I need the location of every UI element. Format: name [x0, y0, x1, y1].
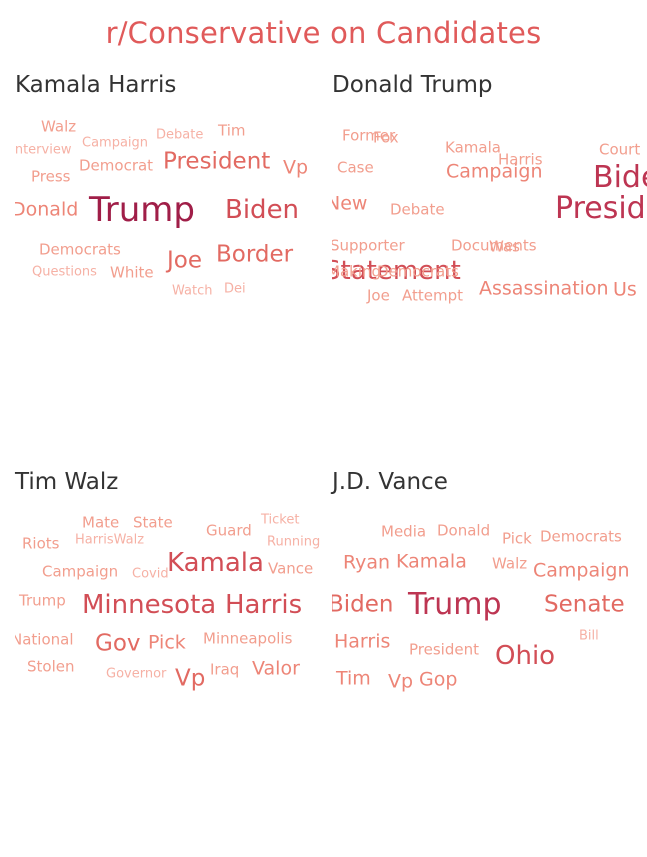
word-vance: Vance	[268, 559, 314, 578]
word-vp: Vp	[175, 665, 206, 692]
word-kamala: Kamala	[167, 548, 264, 578]
word-assassination: Assassination	[479, 277, 609, 300]
word-democrat: Democrat	[79, 156, 154, 175]
word-debate: Debate	[390, 200, 445, 219]
word-making: Making	[332, 262, 382, 281]
word-documents: Documents	[451, 236, 537, 255]
word-bill: Bill	[579, 628, 599, 644]
word-harriswalz: HarrisWalz	[75, 532, 145, 548]
word-trump: Trump	[408, 587, 502, 622]
panel-jd-vance: J.D. Vance Media Donald Pick Democrats Ryan K…	[332, 469, 647, 749]
word-tim: Tim	[218, 121, 246, 140]
panel-title: Tim Walz	[15, 469, 119, 495]
word-kamala: Kamala	[445, 138, 501, 157]
word-governor: Governor	[106, 666, 167, 682]
word-covid: Covid	[132, 566, 169, 582]
word-donald: Donald	[15, 198, 79, 221]
word-walz: Walz	[492, 554, 528, 573]
word-tim: Tim	[336, 667, 371, 690]
word-minneapolis: Minneapolis	[203, 629, 293, 648]
word-vp: Vp	[388, 670, 414, 693]
word-harris: Harris	[498, 150, 543, 169]
word-border: Border	[216, 241, 294, 268]
word-kamala: Kamala	[396, 550, 467, 573]
word-biden: Biden	[225, 195, 300, 225]
word-valor: Valor	[252, 657, 300, 680]
word-mate: Mate	[82, 513, 120, 532]
word-former: Former	[342, 126, 396, 145]
word-pick: Pick	[502, 529, 532, 548]
word-iraq: Iraq	[210, 660, 240, 679]
word-harris: Harris	[334, 630, 391, 653]
word-ryan: Ryan	[343, 551, 391, 574]
word-fox: Fox	[373, 128, 399, 147]
word-joe: Joe	[167, 247, 203, 274]
word-state: State	[133, 513, 173, 532]
word-court: Court	[599, 140, 641, 159]
word-campaign: Campaign	[82, 135, 149, 151]
word-democrats: Democrats	[39, 240, 121, 259]
panel-donald-trump: Donald Trump Former Fox Kamala Court Case Cam…	[332, 72, 647, 352]
panel-kamala-harris: Kamala Harris Walz Campaign Debate Tim Inter…	[15, 72, 333, 352]
word-cloud: Media Donald Pick Democrats Ryan Kamala Walz Ca…	[332, 507, 647, 747]
word-trump: Trump	[19, 591, 66, 610]
word-debate: Debate	[156, 127, 204, 143]
word-minnesota: Minnesota	[82, 590, 217, 620]
word-campaign: Campaign	[533, 559, 630, 582]
panel-title: Donald Trump	[332, 72, 493, 98]
word-attempt: Attempt	[402, 286, 464, 305]
word-national: National	[15, 630, 74, 649]
word-ohio: Ohio	[495, 641, 556, 671]
word-dei: Dei	[224, 281, 246, 297]
word-president: President	[163, 148, 271, 175]
word-questions: Questions	[32, 264, 97, 280]
word-cloud: Walz Campaign Debate Tim Interview Democrat Pr…	[15, 110, 333, 350]
word-media: Media	[381, 522, 427, 541]
word-biden: Biden	[332, 591, 394, 618]
word-riots: Riots	[22, 534, 60, 553]
word-donald: Donald	[437, 521, 491, 540]
word-president: President	[555, 191, 647, 226]
word-interview: Interview	[15, 142, 72, 158]
word-white: White	[110, 263, 154, 282]
word-trump: Trump	[89, 190, 196, 230]
panel-title: J.D. Vance	[332, 469, 448, 495]
word-vp: Vp	[283, 156, 309, 179]
word-pick: Pick	[148, 631, 186, 654]
word-senate: Senate	[544, 591, 625, 618]
word-was: Was	[489, 237, 520, 256]
word-running: Running	[267, 534, 321, 550]
word-gov: Gov	[95, 630, 141, 657]
word-watch: Watch	[172, 283, 213, 299]
dashboard-title: r/Conservative on Candidates	[105, 16, 542, 50]
word-democrats: Democrats	[377, 262, 459, 281]
word-case: Case	[337, 158, 374, 177]
word-democrats: Democrats	[540, 527, 622, 546]
word-campaign: Campaign	[42, 562, 119, 581]
word-ticket: Ticket	[261, 512, 300, 528]
word-cloud: Mate State Guard Ticket Riots HarrisWalz Runni…	[15, 507, 333, 747]
word-cloud: Former Fox Kamala Court Case Campaign Harris Bi…	[332, 110, 647, 350]
word-new: New	[332, 192, 368, 215]
word-press: Press	[31, 167, 71, 186]
word-statement: Statement	[332, 256, 461, 286]
panel-title: Kamala Harris	[15, 72, 177, 98]
word-stolen: Stolen	[27, 657, 75, 676]
word-supporter: Supporter	[332, 236, 405, 255]
word-president: President	[409, 640, 479, 659]
word-joe: Joe	[367, 286, 390, 305]
word-walz: Walz	[41, 117, 77, 136]
word-gop: Gop	[419, 668, 458, 691]
word-harris: Harris	[225, 590, 303, 620]
panel-tim-walz: Tim Walz Mate State Guard Ticket Riots Harris…	[15, 469, 333, 749]
word-guard: Guard	[206, 521, 252, 540]
word-biden: Biden	[593, 160, 647, 195]
word-us: Us	[613, 278, 637, 301]
word-campaign: Campaign	[446, 160, 543, 183]
